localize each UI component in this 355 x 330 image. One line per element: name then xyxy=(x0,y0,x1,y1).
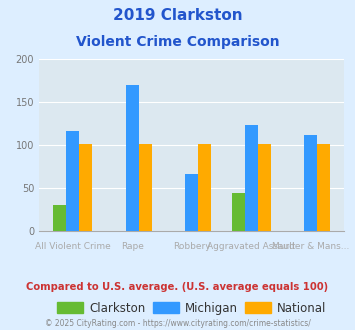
Text: © 2025 CityRating.com - https://www.cityrating.com/crime-statistics/: © 2025 CityRating.com - https://www.city… xyxy=(45,319,310,328)
Text: Murder & Mans...: Murder & Mans... xyxy=(272,242,350,251)
Bar xyxy=(231,193,245,231)
Text: Aggravated Assault: Aggravated Assault xyxy=(207,242,295,251)
Bar xyxy=(139,144,152,231)
Text: Compared to U.S. average. (U.S. average equals 100): Compared to U.S. average. (U.S. average … xyxy=(26,282,329,292)
Text: Rape: Rape xyxy=(121,242,143,251)
Bar xyxy=(185,174,198,231)
Bar xyxy=(304,135,317,231)
Bar xyxy=(53,205,66,231)
Bar xyxy=(79,144,92,231)
Bar xyxy=(126,85,139,231)
Bar xyxy=(317,144,331,231)
Bar xyxy=(198,144,211,231)
Bar xyxy=(245,125,258,231)
Legend: Clarkston, Michigan, National: Clarkston, Michigan, National xyxy=(53,297,331,319)
Text: Violent Crime Comparison: Violent Crime Comparison xyxy=(76,35,279,49)
Text: 2019 Clarkston: 2019 Clarkston xyxy=(113,8,242,23)
Text: Robbery: Robbery xyxy=(173,242,211,251)
Bar xyxy=(258,144,271,231)
Text: All Violent Crime: All Violent Crime xyxy=(35,242,110,251)
Bar xyxy=(66,131,79,231)
